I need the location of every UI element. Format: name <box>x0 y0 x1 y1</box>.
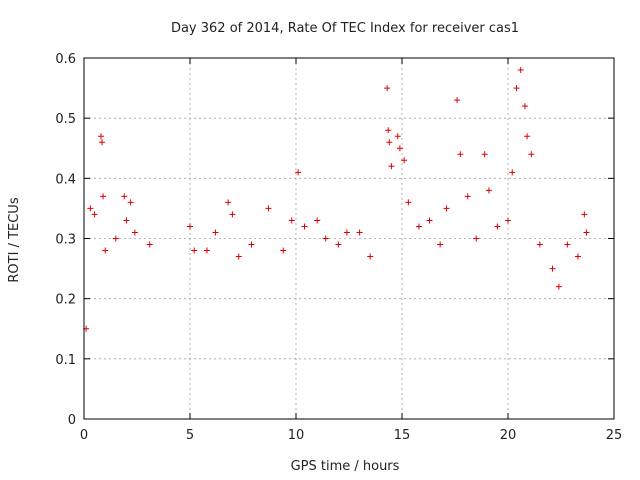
data-point <box>415 223 422 230</box>
data-point <box>97 133 104 140</box>
data-point <box>581 211 588 218</box>
data-point <box>225 199 232 206</box>
chart-title: Day 362 of 2014, Rate Of TEC Index for r… <box>171 21 519 36</box>
data-point <box>322 235 329 242</box>
y-axis-label: ROTI / TECUs <box>7 197 22 282</box>
data-point <box>335 241 342 248</box>
data-point <box>555 283 562 290</box>
y-tick-label: 0.3 <box>55 233 76 248</box>
y-tick-label: 0.5 <box>55 112 76 127</box>
data-point <box>191 247 198 254</box>
y-tick-label: 0 <box>68 413 76 428</box>
data-point <box>91 211 98 218</box>
data-point <box>536 241 543 248</box>
x-tick-label: 5 <box>186 428 194 443</box>
data-point <box>121 193 128 200</box>
data-point <box>131 229 138 236</box>
x-tick-labels: 0 5 10 15 20 25 <box>80 428 622 443</box>
data-point <box>386 139 393 146</box>
data-point <box>280 247 287 254</box>
data-point <box>123 217 130 224</box>
data-point <box>574 253 581 260</box>
data-point <box>528 151 535 158</box>
x-tick-label: 0 <box>80 428 88 443</box>
data-point <box>473 235 480 242</box>
y-tick-label: 0.2 <box>55 293 76 308</box>
data-point <box>112 235 119 242</box>
data-point <box>405 199 412 206</box>
data-point <box>343 229 350 236</box>
data-point <box>437 241 444 248</box>
data-point <box>265 205 272 212</box>
data-point <box>401 157 408 164</box>
data-point <box>396 145 403 152</box>
data-point <box>384 85 391 92</box>
data-point <box>517 67 524 74</box>
data-point <box>505 217 511 224</box>
data-point <box>454 97 461 104</box>
data-point <box>99 139 106 146</box>
grid-layer <box>84 58 614 419</box>
data-points <box>83 67 590 332</box>
x-tick-label: 25 <box>606 428 623 443</box>
data-point <box>301 223 308 230</box>
data-point <box>229 211 236 218</box>
y-tick-label: 0.4 <box>55 172 76 187</box>
x-axis-label: GPS time / hours <box>291 459 400 474</box>
x-tick-label: 15 <box>394 428 411 443</box>
data-point <box>102 247 109 254</box>
data-point <box>564 241 571 248</box>
data-point <box>295 169 302 176</box>
data-point <box>367 253 374 260</box>
data-point <box>235 253 242 260</box>
data-point <box>513 85 520 92</box>
data-point <box>385 127 392 134</box>
data-point <box>394 133 401 140</box>
data-point <box>481 151 488 158</box>
data-point <box>146 241 153 248</box>
data-point <box>100 193 107 200</box>
x-tick-label: 20 <box>500 428 517 443</box>
data-point <box>187 223 193 230</box>
data-point <box>288 217 295 224</box>
data-point <box>426 217 433 224</box>
data-point <box>356 229 363 236</box>
y-tick-labels: 0 0.1 0.2 0.3 0.4 0.5 0.6 <box>55 52 76 428</box>
data-point <box>521 103 528 110</box>
data-point <box>87 205 94 212</box>
data-point <box>127 199 134 206</box>
data-point <box>203 247 210 254</box>
y-tick-label: 0.1 <box>55 353 76 368</box>
axis-ticks <box>83 57 615 420</box>
y-tick-label: 0.6 <box>55 52 76 67</box>
data-point <box>583 229 590 236</box>
data-point <box>388 163 395 170</box>
data-point <box>524 133 531 140</box>
data-point <box>494 223 501 230</box>
data-point <box>549 265 556 272</box>
x-tick-label: 10 <box>288 428 305 443</box>
data-point <box>212 229 219 236</box>
data-point <box>485 187 492 194</box>
data-point <box>457 151 464 158</box>
data-point <box>314 217 321 224</box>
data-point <box>509 169 516 176</box>
data-point <box>248 241 255 248</box>
data-point <box>443 205 450 212</box>
data-point <box>464 193 471 200</box>
